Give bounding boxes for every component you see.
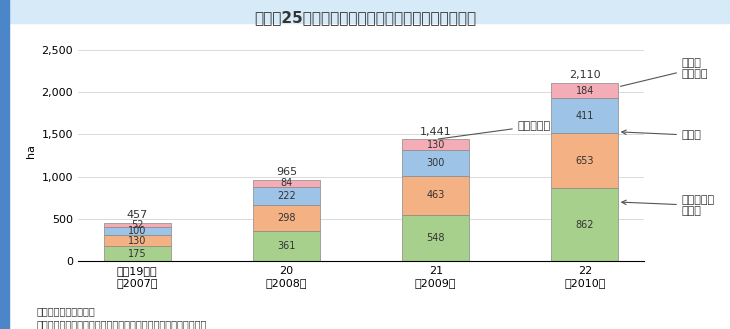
Bar: [402, 215, 469, 261]
Bar: [402, 139, 469, 150]
Text: 653: 653: [576, 156, 594, 166]
Text: 84: 84: [280, 178, 293, 188]
Text: 184: 184: [576, 86, 594, 95]
Text: 548: 548: [426, 233, 445, 243]
Bar: [551, 98, 618, 133]
Y-axis label: ha: ha: [26, 144, 36, 158]
Text: 965: 965: [276, 167, 297, 177]
Text: その他
かんきつ: その他 かんきつ: [620, 58, 708, 86]
Text: 130: 130: [128, 236, 147, 246]
Text: 175: 175: [128, 249, 147, 259]
Text: 130: 130: [426, 140, 445, 150]
Text: りんご: りんご: [622, 130, 702, 140]
Bar: [402, 176, 469, 215]
Text: その他品目: その他品目: [439, 121, 551, 139]
Bar: [253, 231, 320, 261]
Text: 298: 298: [277, 213, 296, 223]
Bar: [253, 206, 320, 231]
Text: 361: 361: [277, 241, 296, 251]
Text: 52: 52: [131, 220, 144, 230]
Bar: [253, 187, 320, 206]
Bar: [551, 133, 618, 188]
Text: 資料：農林水産省調べ: 資料：農林水産省調べ: [36, 306, 95, 316]
Bar: [551, 188, 618, 261]
Text: 862: 862: [576, 220, 594, 230]
Text: 100: 100: [128, 226, 147, 236]
Text: 2,110: 2,110: [569, 70, 601, 80]
Bar: [104, 236, 171, 246]
Text: うんしゅう
みかん: うんしゅう みかん: [622, 194, 715, 216]
Bar: [104, 227, 171, 236]
Text: 図１－25　果樹の優良品目・品種への累積転換面積: 図１－25 果樹の優良品目・品種への累積転換面積: [254, 10, 476, 25]
Bar: [104, 246, 171, 261]
Text: 463: 463: [426, 190, 445, 200]
Text: 222: 222: [277, 191, 296, 201]
Text: 457: 457: [127, 210, 148, 220]
Text: 注：果樹経営支援対策事業における事業計画の承認を受けた面積: 注：果樹経営支援対策事業における事業計画の承認を受けた面積: [36, 319, 207, 329]
Bar: [551, 83, 618, 98]
Text: 411: 411: [576, 111, 594, 121]
Bar: [253, 180, 320, 187]
Bar: [104, 222, 171, 227]
Bar: [402, 150, 469, 176]
Text: 300: 300: [426, 158, 445, 168]
Text: 1,441: 1,441: [420, 127, 452, 137]
